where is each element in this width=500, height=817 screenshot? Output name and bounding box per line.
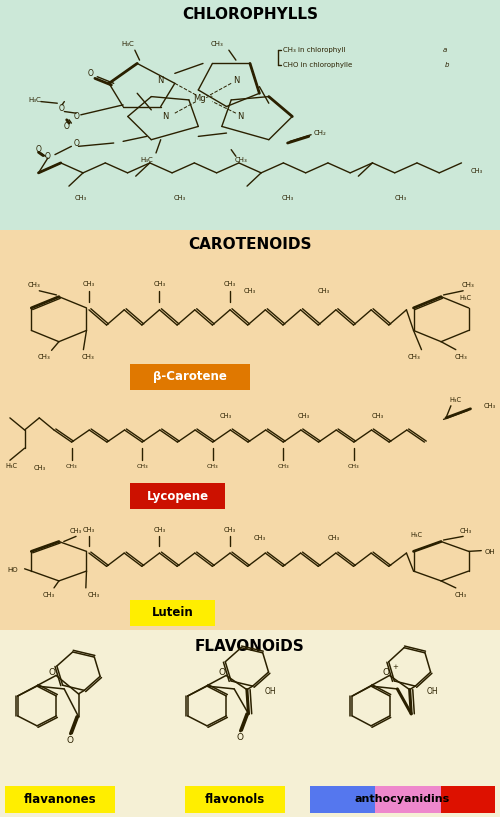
Text: CH₃: CH₃ xyxy=(38,355,50,360)
Text: CH₃: CH₃ xyxy=(224,281,236,287)
Text: CH₃: CH₃ xyxy=(33,465,46,471)
Bar xyxy=(375,786,442,813)
Text: CH₃: CH₃ xyxy=(207,465,218,470)
Text: OH: OH xyxy=(426,686,438,695)
Text: CH₃: CH₃ xyxy=(484,403,496,408)
Text: CH₃: CH₃ xyxy=(454,592,467,597)
Text: CH₃: CH₃ xyxy=(278,465,289,470)
Text: anthocyanidins: anthocyanidins xyxy=(355,794,450,805)
Text: b: b xyxy=(445,62,450,68)
Text: CH₃: CH₃ xyxy=(210,41,224,47)
Text: O: O xyxy=(36,145,42,154)
Text: CH₃: CH₃ xyxy=(74,194,87,201)
Text: CH₃: CH₃ xyxy=(66,465,78,470)
Text: CH₃: CH₃ xyxy=(154,281,166,287)
Text: CH₃: CH₃ xyxy=(282,194,294,201)
Text: CH₃: CH₃ xyxy=(220,413,232,419)
Text: CH₃: CH₃ xyxy=(471,168,483,174)
Text: CH₃: CH₃ xyxy=(28,282,41,288)
Text: a: a xyxy=(442,47,447,53)
Text: N: N xyxy=(238,112,244,121)
Text: CH₃: CH₃ xyxy=(460,528,471,534)
Text: CHO in chlorophylle: CHO in chlorophylle xyxy=(283,62,354,68)
Text: CH₃: CH₃ xyxy=(254,535,266,542)
Text: H₃C: H₃C xyxy=(5,463,17,469)
Text: Lycopene: Lycopene xyxy=(146,489,208,502)
Text: CAROTENOIDS: CAROTENOIDS xyxy=(188,237,312,252)
Text: OH: OH xyxy=(264,686,276,695)
Text: CH₃: CH₃ xyxy=(83,527,95,534)
Text: CH₃: CH₃ xyxy=(234,157,247,163)
Text: CH₃: CH₃ xyxy=(224,527,236,534)
Text: CH₃: CH₃ xyxy=(348,465,360,470)
Text: CH₃: CH₃ xyxy=(408,355,420,360)
Text: N: N xyxy=(158,75,164,84)
Text: O: O xyxy=(219,667,226,676)
Bar xyxy=(0,630,500,817)
Text: CH₃: CH₃ xyxy=(83,281,95,287)
Text: β-Carotene: β-Carotene xyxy=(153,370,227,383)
Text: CH₃ in chlorophyll: CH₃ in chlorophyll xyxy=(283,47,348,53)
Text: CH₃: CH₃ xyxy=(154,527,166,534)
Bar xyxy=(442,786,495,813)
Text: H₃C: H₃C xyxy=(122,41,134,47)
Text: CH₃: CH₃ xyxy=(87,592,100,597)
Text: CH₃: CH₃ xyxy=(394,194,406,201)
Text: flavanones: flavanones xyxy=(24,793,97,806)
Text: CH₃: CH₃ xyxy=(327,535,340,542)
Text: CH₃: CH₃ xyxy=(70,528,82,534)
Text: FLAVONOiDS: FLAVONOiDS xyxy=(195,639,305,654)
Text: CH₃: CH₃ xyxy=(82,355,94,360)
Text: H₃C: H₃C xyxy=(28,97,41,103)
Text: flavonols: flavonols xyxy=(205,793,265,806)
Text: CH₃: CH₃ xyxy=(318,288,330,294)
Text: CH₃: CH₃ xyxy=(174,194,186,201)
Text: O: O xyxy=(382,667,390,676)
Text: N: N xyxy=(162,112,168,121)
Text: O: O xyxy=(64,122,70,131)
Text: H₃C: H₃C xyxy=(450,397,462,403)
Text: CH₃: CH₃ xyxy=(43,592,55,597)
Text: H₃C: H₃C xyxy=(460,296,471,301)
Text: CH₃: CH₃ xyxy=(372,413,384,419)
Text: O: O xyxy=(49,667,56,676)
Text: O: O xyxy=(236,734,243,743)
Text: O: O xyxy=(73,139,79,148)
Text: N: N xyxy=(232,75,239,84)
Text: CH₃: CH₃ xyxy=(244,288,256,294)
Text: CH₃: CH₃ xyxy=(462,282,474,288)
Text: CH₂: CH₂ xyxy=(314,130,327,136)
Text: O: O xyxy=(45,152,51,161)
Text: +: + xyxy=(392,664,398,671)
Text: HO: HO xyxy=(7,567,18,574)
Bar xyxy=(310,786,375,813)
Text: O: O xyxy=(59,104,65,113)
Text: CH₃: CH₃ xyxy=(298,413,310,419)
Text: O: O xyxy=(88,69,93,78)
Bar xyxy=(0,0,500,230)
Text: Lutein: Lutein xyxy=(152,606,194,619)
Text: CH₃: CH₃ xyxy=(454,355,467,360)
Text: CH₃: CH₃ xyxy=(136,465,148,470)
Text: Mg²⁺: Mg²⁺ xyxy=(193,94,213,103)
Text: O: O xyxy=(66,736,73,745)
Text: OH: OH xyxy=(485,549,496,555)
Bar xyxy=(0,230,500,630)
Text: H₃C: H₃C xyxy=(140,157,153,163)
Text: CHLOROPHYLLS: CHLOROPHYLLS xyxy=(182,7,318,22)
Text: O: O xyxy=(73,112,79,121)
Text: H₃C: H₃C xyxy=(410,533,422,538)
